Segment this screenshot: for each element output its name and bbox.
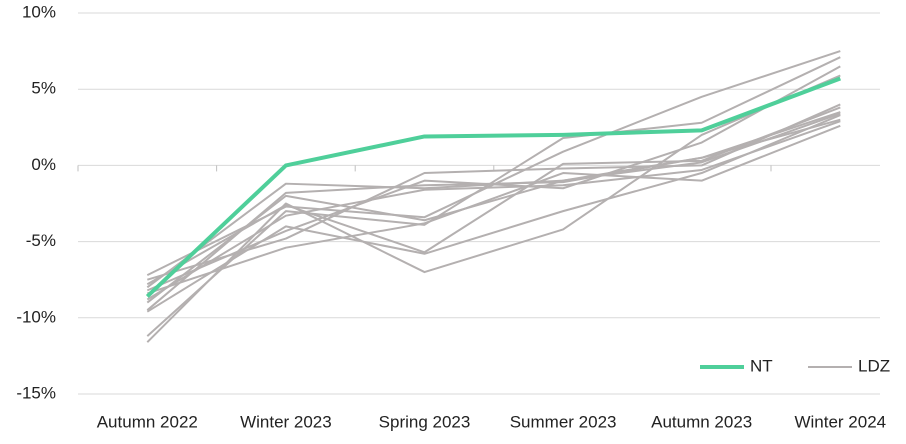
nt-line xyxy=(145,76,842,298)
y-tick-label: 10% xyxy=(22,2,56,21)
ldz-line xyxy=(146,106,841,286)
y-tick-label: -5% xyxy=(26,231,56,250)
x-tick-label: Winter 2024 xyxy=(794,412,886,431)
ldz-line xyxy=(146,74,841,343)
x-tick-label: Autumn 2023 xyxy=(651,412,752,431)
ldz-line xyxy=(147,103,841,281)
x-tick-label: Winter 2023 xyxy=(240,412,332,431)
ldz-line xyxy=(146,112,841,304)
ldz-line xyxy=(146,114,841,313)
legend-label: NT xyxy=(750,356,773,375)
y-tick-label: 0% xyxy=(31,155,56,174)
x-tick-label: Summer 2023 xyxy=(510,412,617,431)
ldz-line xyxy=(146,124,841,295)
x-tick-label: Spring 2023 xyxy=(379,412,471,431)
ldz-line xyxy=(146,56,841,337)
legend-label: LDZ xyxy=(858,356,890,375)
y-tick-label: 5% xyxy=(31,79,56,98)
x-tick-label: Autumn 2022 xyxy=(97,412,198,431)
y-tick-label: -10% xyxy=(16,307,56,326)
y-tick-label: -15% xyxy=(16,383,56,402)
ldz-line xyxy=(146,65,841,292)
ldz-line xyxy=(146,120,841,301)
